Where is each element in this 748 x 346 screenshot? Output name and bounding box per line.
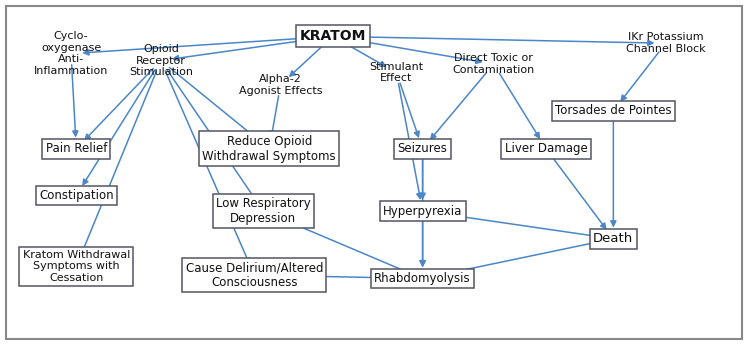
Text: Hyperpyrexia: Hyperpyrexia bbox=[383, 204, 462, 218]
Text: IKr Potassium
Channel Block: IKr Potassium Channel Block bbox=[626, 33, 705, 54]
Text: Pain Relief: Pain Relief bbox=[46, 142, 107, 155]
Text: Stimulant
Effect: Stimulant Effect bbox=[370, 62, 423, 83]
Text: Alpha-2
Agonist Effects: Alpha-2 Agonist Effects bbox=[239, 74, 322, 95]
Text: Seizures: Seizures bbox=[398, 142, 447, 155]
Text: Cyclo-
oxygenase
Anti-
Inflammation: Cyclo- oxygenase Anti- Inflammation bbox=[34, 31, 108, 76]
Text: KRATOM: KRATOM bbox=[300, 29, 366, 43]
Text: Death: Death bbox=[593, 232, 634, 245]
Text: Opioid
Receptor
Stimulation: Opioid Receptor Stimulation bbox=[129, 44, 193, 77]
Text: Constipation: Constipation bbox=[39, 189, 114, 202]
Text: Rhabdomyolysis: Rhabdomyolysis bbox=[374, 272, 471, 285]
Text: Liver Damage: Liver Damage bbox=[505, 142, 587, 155]
Text: Reduce Opioid
Withdrawal Symptoms: Reduce Opioid Withdrawal Symptoms bbox=[203, 135, 336, 163]
Text: Low Respiratory
Depression: Low Respiratory Depression bbox=[216, 197, 310, 225]
Text: Kratom Withdrawal
Symptoms with
Cessation: Kratom Withdrawal Symptoms with Cessatio… bbox=[22, 250, 130, 283]
Text: Cause Delirium/Altered
Consciousness: Cause Delirium/Altered Consciousness bbox=[186, 261, 323, 289]
Text: Torsades de Pointes: Torsades de Pointes bbox=[555, 104, 672, 117]
Text: Direct Toxic or
Contamination: Direct Toxic or Contamination bbox=[453, 53, 535, 75]
